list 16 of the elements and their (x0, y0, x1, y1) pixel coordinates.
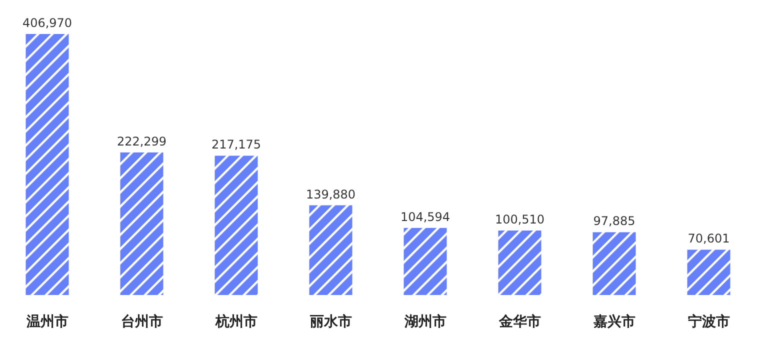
x-tick-label: 丽水市 (308, 313, 352, 330)
x-tick-label: 金华市 (498, 313, 541, 330)
data-label: 97,885 (593, 214, 636, 228)
x-tick-label: 杭州市 (214, 313, 258, 330)
data-label: 100,510 (494, 212, 545, 227)
data-label: 406,970 (22, 16, 72, 30)
data-label: 222,299 (116, 134, 167, 148)
data-label: 70,601 (688, 232, 730, 246)
x-tick-label: 温州市 (25, 313, 68, 330)
x-tick-label: 湖州市 (403, 313, 446, 330)
data-label: 139,880 (306, 187, 356, 202)
x-tick-label: 嘉兴市 (593, 313, 636, 330)
x-tick-label: 台州市 (120, 313, 163, 330)
data-label: 104,594 (400, 210, 450, 224)
data-label: 217,175 (211, 138, 262, 152)
x-tick-label: 宁波市 (688, 313, 730, 330)
